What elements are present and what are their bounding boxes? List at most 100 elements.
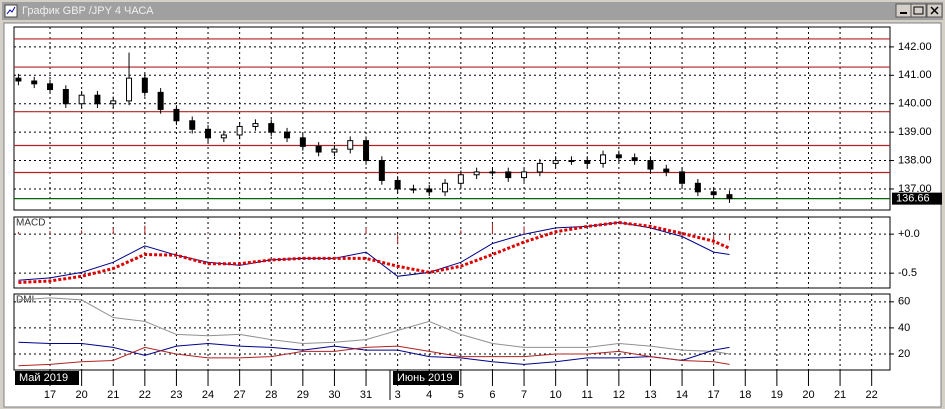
minimize-button[interactable] xyxy=(895,3,912,18)
maximize-glyph xyxy=(913,6,924,15)
x-tick-label: 30 xyxy=(328,389,340,401)
candle-body xyxy=(426,188,433,193)
x-tick-label: 11 xyxy=(582,389,593,401)
x-tick-label: 22 xyxy=(866,389,878,401)
y-tick-label: 40 xyxy=(898,322,910,334)
candle-body xyxy=(299,137,306,147)
y-tick-label: 139.00 xyxy=(898,126,932,138)
panel-frame xyxy=(13,293,891,371)
candle-body xyxy=(268,123,275,133)
x-tick-label: 4 xyxy=(426,389,432,401)
x-tick-label: 24 xyxy=(202,389,214,401)
candle-body xyxy=(489,171,496,174)
y-tick-label: 138.00 xyxy=(898,154,932,166)
x-tick-label: 18 xyxy=(739,389,751,401)
candle-body xyxy=(378,160,385,181)
candle-body xyxy=(473,171,480,176)
candle-body xyxy=(347,140,354,150)
month-box xyxy=(393,371,459,385)
candle-body xyxy=(220,134,227,139)
y-tick-label: 137.00 xyxy=(898,183,932,195)
window-title: График GBP /JPY 4 ЧАСА xyxy=(22,5,154,17)
candle-body xyxy=(663,168,670,173)
y-tick-label: 140.00 xyxy=(898,98,932,110)
y-tick-label: 141.00 xyxy=(898,69,932,81)
candle-body xyxy=(584,160,591,164)
candle-body xyxy=(600,154,607,164)
y-tick-label: 20 xyxy=(898,348,910,360)
candle-body xyxy=(15,77,22,82)
candle-body xyxy=(615,154,622,159)
month-label: Май 2019 xyxy=(19,372,68,384)
candle-body xyxy=(631,157,638,162)
candle-body xyxy=(726,194,733,200)
y-tick-label: 60 xyxy=(898,296,910,308)
window-buttons xyxy=(895,3,943,18)
last-price-label: 136.66 xyxy=(896,193,930,205)
x-tick-label: 14 xyxy=(676,389,688,401)
x-tick-label: 13 xyxy=(644,389,656,401)
panel-title: MACD xyxy=(16,218,45,229)
candle-body xyxy=(410,188,417,191)
indicator-line xyxy=(18,220,731,284)
candle-body xyxy=(331,148,338,153)
candle-body xyxy=(284,131,291,139)
candle-body xyxy=(252,123,259,127)
x-tick-label: 12 xyxy=(613,389,625,401)
x-tick-label: 28 xyxy=(265,389,277,401)
candle-body xyxy=(236,125,243,136)
candle-body xyxy=(173,108,180,122)
month-label: Июнь 2019 xyxy=(397,372,453,384)
x-tick-label: 20 xyxy=(76,389,88,401)
candle-body xyxy=(31,80,38,85)
candle-body xyxy=(78,94,85,105)
candle-body xyxy=(694,182,701,193)
x-tick-label: 23 xyxy=(170,389,182,401)
x-tick-label: 10 xyxy=(550,389,562,401)
candle-body xyxy=(457,174,464,184)
x-tick-label: 19 xyxy=(771,389,783,401)
candle-body xyxy=(47,83,54,91)
candle-body xyxy=(552,160,559,164)
candle-body xyxy=(189,120,196,130)
candle-body xyxy=(394,179,401,190)
x-tick-label: 22 xyxy=(139,389,151,401)
x-tick-label: 21 xyxy=(107,389,119,401)
candle-body xyxy=(205,128,212,139)
candle-body xyxy=(647,160,654,170)
x-tick-label: 3 xyxy=(395,389,401,401)
x-tick-label: 31 xyxy=(360,389,372,401)
x-tick-label: 29 xyxy=(297,389,309,401)
candle-body xyxy=(315,145,322,153)
indicator-line xyxy=(18,345,730,367)
candle-body xyxy=(505,171,512,179)
x-tick-label: 20 xyxy=(802,389,814,401)
candle-body xyxy=(710,191,717,196)
y-tick-label: +0.0 xyxy=(898,228,920,240)
candle-body xyxy=(536,162,543,173)
candle-body xyxy=(110,100,117,105)
x-tick-label: 5 xyxy=(458,389,464,401)
candle-body xyxy=(94,94,101,105)
candle-body xyxy=(126,77,133,102)
panel-title: DMI xyxy=(16,295,34,306)
panel-frame xyxy=(13,216,891,289)
title-bar xyxy=(2,2,943,20)
y-tick-label: -0.5 xyxy=(898,267,917,279)
x-tick-label: 21 xyxy=(834,389,846,401)
panel-frame xyxy=(13,26,891,211)
x-tick-label: 17 xyxy=(44,389,56,401)
candle-body xyxy=(62,89,69,105)
close-glyph xyxy=(930,6,939,15)
window-icon-glyph xyxy=(6,6,16,15)
indicator-line xyxy=(18,297,730,355)
candle-body xyxy=(363,140,370,162)
candle-body xyxy=(442,182,449,193)
candle-body xyxy=(157,91,164,110)
y-tick-label: 142.00 xyxy=(898,41,932,53)
candle-body xyxy=(679,171,686,184)
last-price-box xyxy=(892,192,942,205)
x-tick-label: 6 xyxy=(489,389,495,401)
month-box xyxy=(15,371,79,385)
maximize-button[interactable] xyxy=(910,3,927,18)
